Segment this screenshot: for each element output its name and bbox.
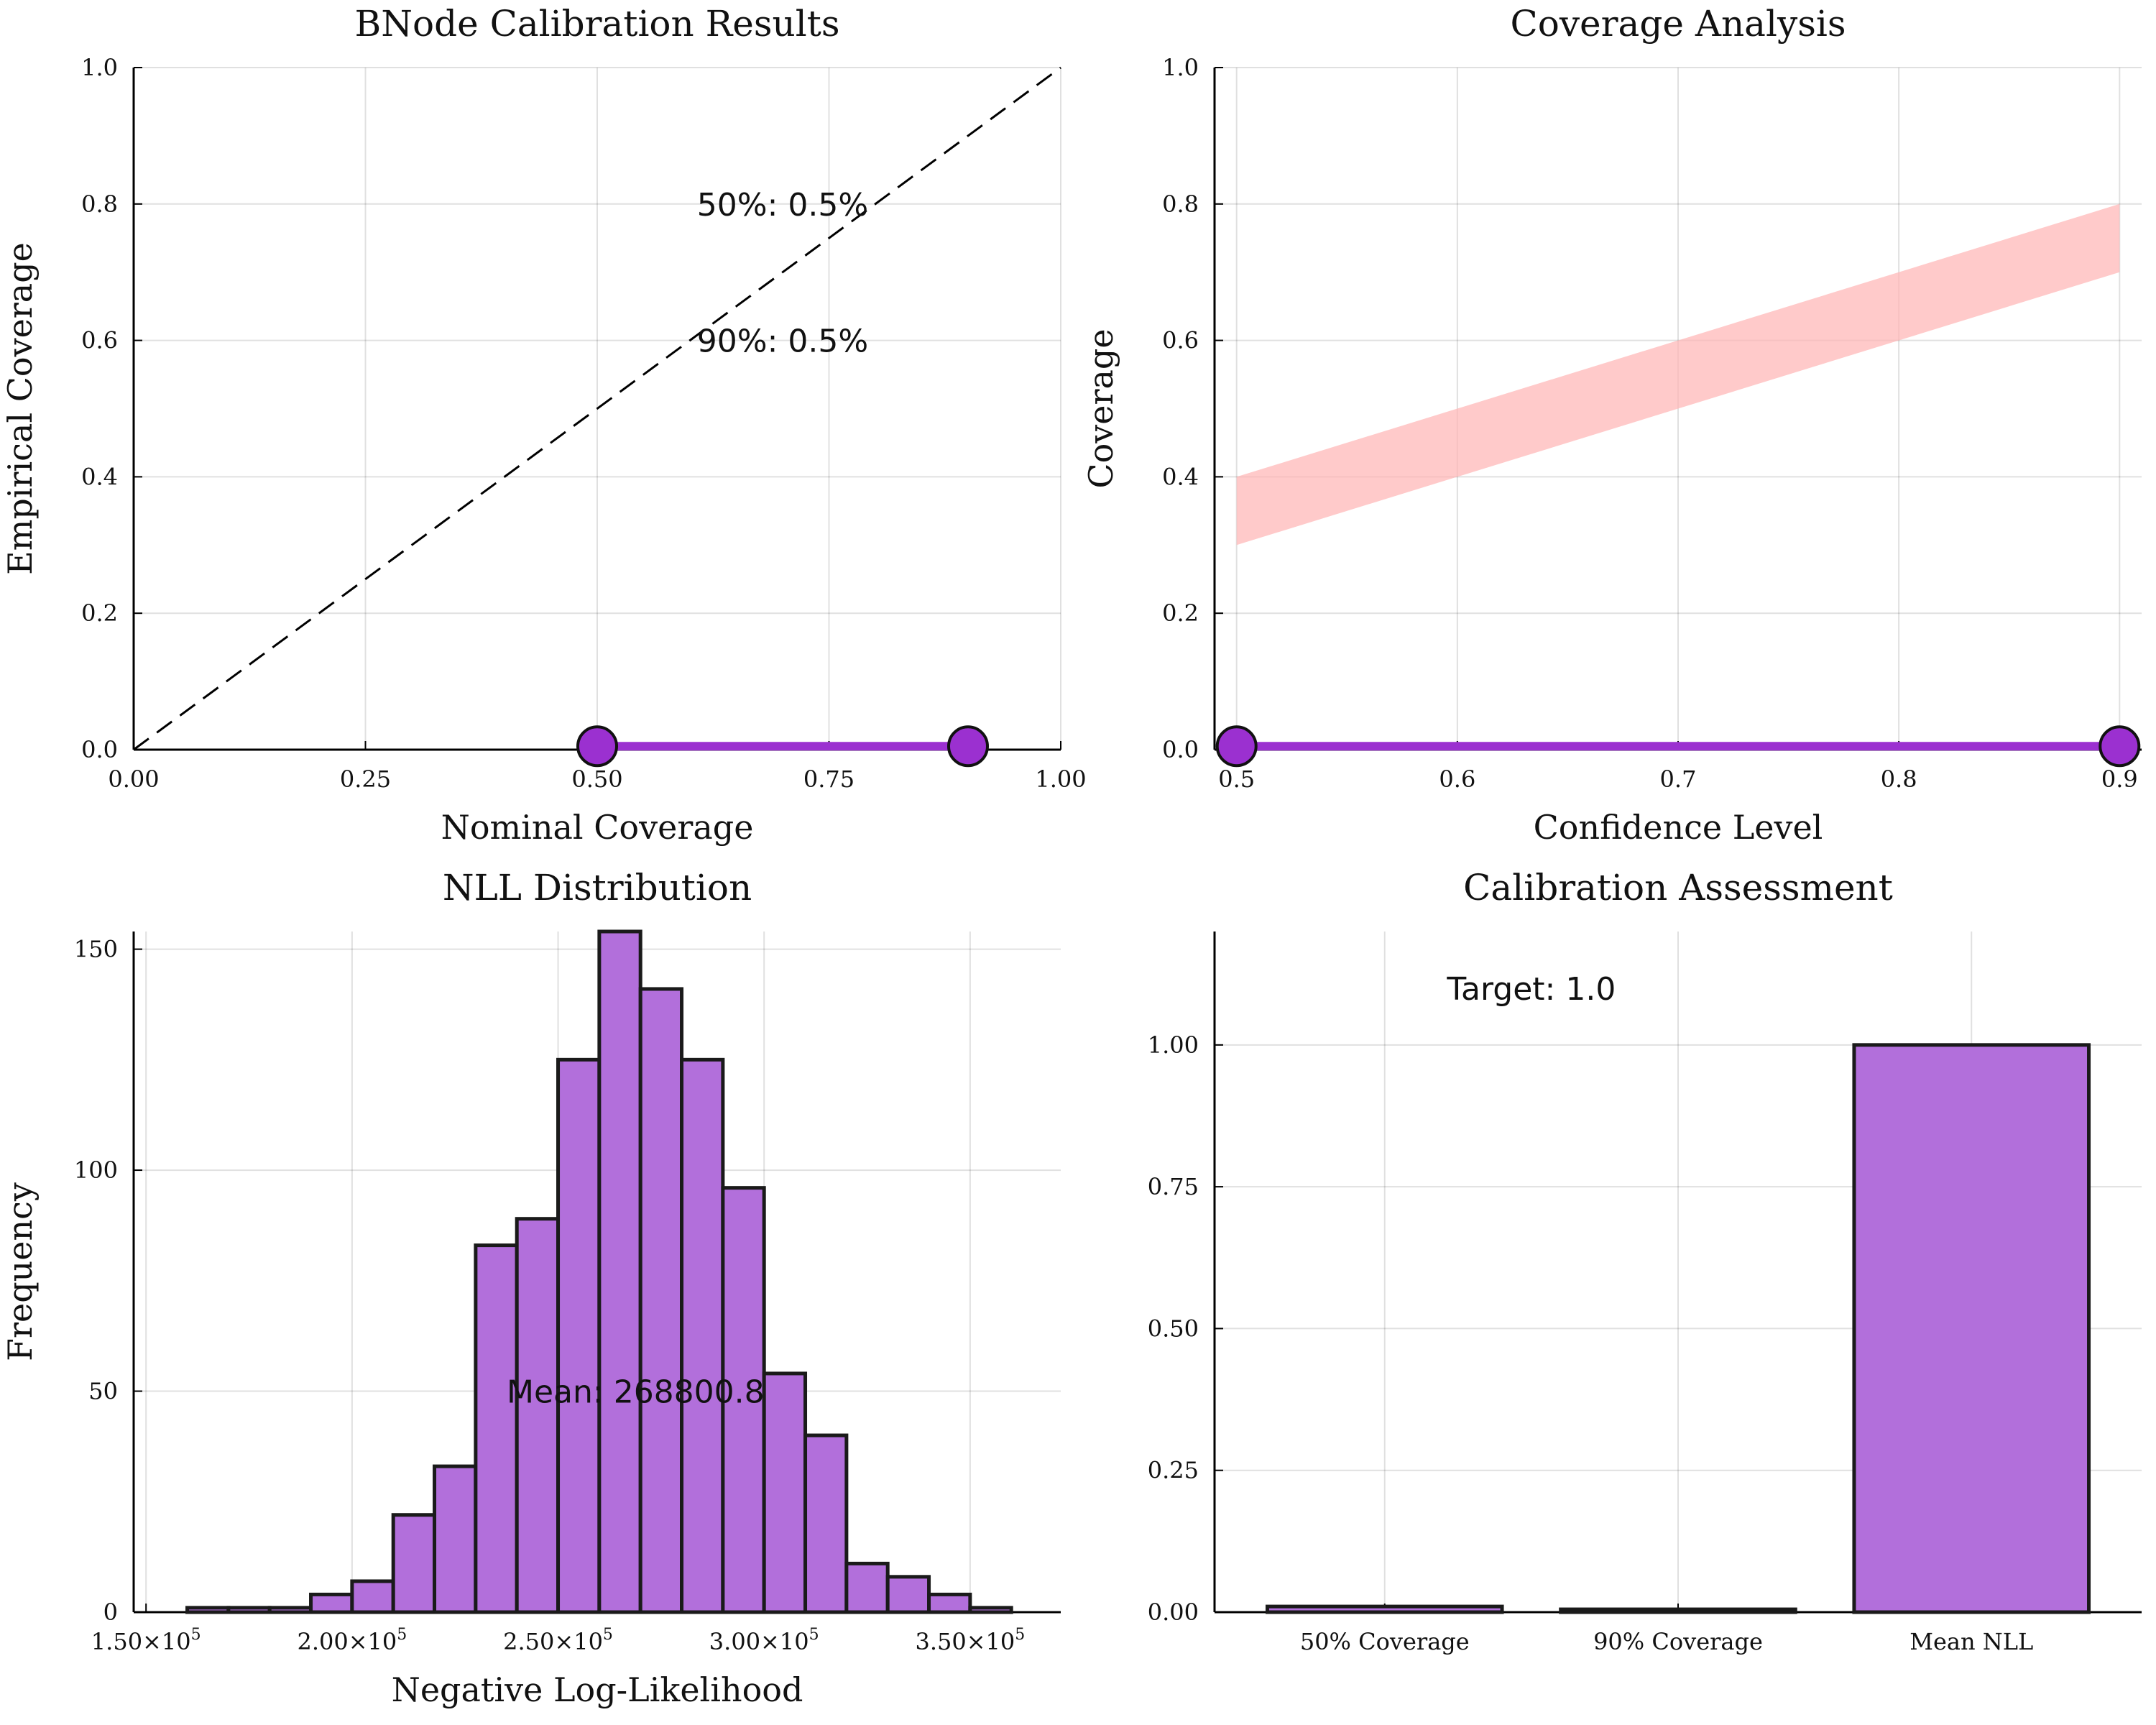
p4-ytick-label: 0.25	[1148, 1457, 1199, 1484]
p3-xtick-label: 1.50×105	[91, 1626, 201, 1655]
p2-data-point	[2099, 725, 2141, 768]
p4-bar	[1852, 1043, 2091, 1614]
p2-ytick-label: 0.6	[1162, 327, 1199, 354]
p2-xlabel: Confidence Level	[1534, 808, 1823, 847]
p2-ytick-label: 0.0	[1162, 736, 1199, 763]
p2-ytick-label: 1.0	[1162, 54, 1199, 81]
p3-histogram-bar	[267, 1606, 313, 1614]
p4-bar	[1265, 1604, 1504, 1614]
p1-data-point	[947, 725, 989, 768]
p3-histogram-bar	[721, 1186, 766, 1614]
p2-ytick-label: 0.8	[1162, 190, 1199, 218]
p3-histogram-bar	[762, 1371, 808, 1614]
p1-xtick-label: 0.25	[340, 765, 391, 793]
p2-ytick-label: 0.2	[1162, 599, 1199, 627]
p1-annotation: 50%: 0.5%	[697, 187, 868, 224]
nll-distribution-panel: 0 50 100 150 1.50×105 2.00×105 2.50×105 3.00×10…	[1, 867, 1061, 1709]
p3-histogram-bar	[185, 1606, 231, 1614]
p2-xtick-label: 0.8	[1881, 765, 1917, 793]
p1-xtick-label: 1.00	[1035, 765, 1086, 793]
p3-xtick-label: 3.50×105	[915, 1626, 1025, 1655]
p2-xtick-label: 0.9	[2101, 765, 2138, 793]
p3-title: NLL Distribution	[443, 867, 752, 908]
p1-data-point	[576, 725, 618, 768]
p3-xlabel: Negative Log-Likelihood	[392, 1670, 803, 1709]
p4-bar	[1559, 1607, 1797, 1614]
p3-histogram-bar	[515, 1217, 561, 1614]
p4-category-label: Mean NLL	[1909, 1628, 2033, 1655]
calibration-assessment-panel: 0.00 0.25 0.50 0.75 1.00 50% Coverage 90% Cove…	[1148, 867, 2142, 1655]
p1-xtick-label: 0.75	[803, 765, 854, 793]
p3-histogram-bar	[927, 1592, 972, 1614]
p2-coverage-band	[1236, 203, 2120, 546]
p4-ytick-label: 0.75	[1148, 1173, 1199, 1200]
p2-xtick-label: 0.7	[1660, 765, 1697, 793]
p3-ytick-label: 100	[74, 1156, 118, 1184]
p2-ytick-label: 0.4	[1162, 463, 1199, 490]
p3-histogram-bar	[556, 1057, 602, 1614]
p1-xtick-label: 0.00	[108, 765, 159, 793]
p2-xtick-label: 0.5	[1218, 765, 1255, 793]
p1-ytick-label: 0.0	[81, 736, 118, 763]
p2-data-point	[1215, 725, 1258, 768]
p1-ytick-label: 0.2	[81, 599, 118, 627]
p3-xtick-label: 2.50×105	[503, 1626, 613, 1655]
p4-category-label: 50% Coverage	[1300, 1628, 1470, 1655]
p1-ytick-label: 0.8	[81, 190, 118, 218]
p3-histogram-bar	[597, 929, 642, 1614]
p3-histogram-bar	[350, 1579, 395, 1614]
p1-ytick-label: 1.0	[81, 54, 118, 81]
p4-annotation: Target: 1.0	[1446, 971, 1616, 1008]
p1-title: BNode Calibration Results	[355, 3, 840, 45]
p2-title: Coverage Analysis	[1510, 3, 1846, 45]
p3-ytick-label: 150	[74, 936, 118, 963]
p1-ytick-label: 0.4	[81, 463, 118, 490]
p3-ytick-label: 0	[103, 1598, 118, 1626]
p2-xtick-label: 0.6	[1439, 765, 1475, 793]
p3-xtick-label: 2.00×105	[297, 1626, 407, 1655]
p4-ytick-label: 0.50	[1148, 1315, 1199, 1342]
p3-histogram-bar	[391, 1513, 437, 1614]
p4-category-label: 90% Coverage	[1593, 1628, 1763, 1655]
p3-histogram-bar	[968, 1606, 1013, 1614]
p1-xtick-label: 0.50	[571, 765, 622, 793]
p3-xtick-label: 3.00×105	[709, 1626, 819, 1655]
p4-title: Calibration Assessment	[1463, 867, 1893, 908]
p3-histogram-bar	[226, 1606, 272, 1614]
p3-histogram-bar	[844, 1561, 890, 1614]
calibration-results-panel: 0.0 0.2 0.4 0.6 0.8 1.0 0.00 0.25 0.50 0.75 1.00 BN…	[1, 3, 1087, 847]
p1-xlabel: Nominal Coverage	[441, 808, 754, 847]
p2-ylabel: Coverage	[1082, 328, 1120, 488]
p1-annotation: 90%: 0.5%	[697, 323, 868, 360]
p4-ytick-label: 1.00	[1148, 1031, 1199, 1059]
p3-annotation: Mean: 268800.8	[507, 1374, 765, 1411]
p3-histogram-bar	[803, 1433, 849, 1614]
p1-ytick-label: 0.6	[81, 327, 118, 354]
p3-histogram-bar	[474, 1243, 519, 1614]
p3-ytick-label: 50	[88, 1378, 118, 1405]
p3-ylabel: Frequency	[1, 1182, 40, 1361]
p1-ylabel: Empirical Coverage	[1, 242, 40, 575]
p3-histogram-bar	[309, 1592, 354, 1614]
coverage-analysis-panel: 0.0 0.2 0.4 0.6 0.8 1.0 0.5 0.6 0.7 0.8 0.9 Coverag…	[1082, 3, 2142, 847]
p3-histogram-bar	[680, 1057, 725, 1614]
p3-histogram-bar	[433, 1464, 478, 1614]
p4-ytick-label: 0.00	[1148, 1598, 1199, 1626]
p3-histogram-bar	[638, 987, 684, 1614]
p1-reference-line	[133, 66, 1061, 751]
p3-histogram-bar	[885, 1575, 931, 1614]
